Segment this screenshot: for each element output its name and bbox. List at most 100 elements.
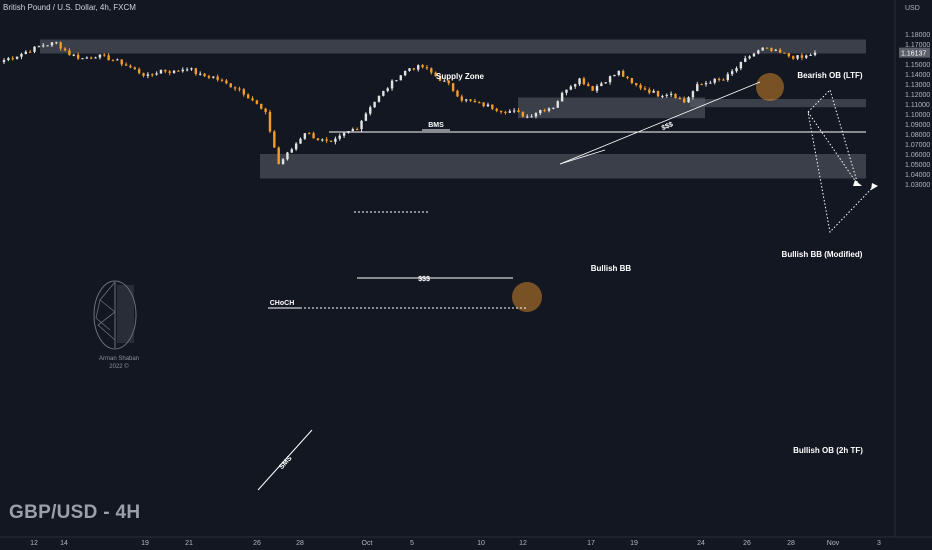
candle-body	[543, 110, 546, 112]
candle-body	[495, 108, 498, 111]
candle-body	[312, 133, 315, 139]
candle-body	[648, 89, 651, 93]
candle-body	[194, 68, 198, 75]
candle-body	[665, 94, 668, 96]
candle-body	[560, 92, 564, 102]
candle-body	[765, 47, 769, 49]
bullish-ob-2h-zone	[260, 154, 866, 179]
candle-body	[722, 79, 725, 81]
liquidity-sweep-highlight	[512, 282, 542, 312]
candle-body	[347, 131, 350, 133]
candle-body	[421, 65, 424, 68]
candle-body	[717, 78, 721, 80]
candle-body	[190, 68, 193, 70]
candle-body	[90, 57, 93, 59]
candle-body	[116, 59, 119, 61]
candle-body	[46, 45, 49, 47]
time-tick-label: 10	[477, 540, 485, 547]
candle-body	[626, 76, 629, 79]
candle-body	[621, 70, 625, 77]
candle-body	[604, 82, 607, 84]
price-tick-label: 1.13000	[905, 82, 930, 89]
candle-body	[277, 147, 280, 165]
price-tick-label: 1.14000	[905, 72, 930, 79]
candle-body	[299, 138, 302, 144]
candle-body	[42, 45, 45, 47]
candle-body	[133, 67, 137, 70]
candle-body	[364, 113, 368, 121]
candle-body	[390, 80, 394, 89]
candle-body	[329, 140, 333, 142]
candle-body	[11, 58, 14, 60]
candle-body	[704, 83, 708, 85]
candle-body	[81, 58, 84, 60]
price-tick-label: 1.03000	[905, 182, 930, 189]
candle-body	[55, 42, 58, 44]
candle-body	[399, 75, 402, 81]
time-tick-label: 3	[877, 540, 881, 547]
candle-body	[748, 56, 751, 59]
price-tick-label: 1.15000	[905, 62, 930, 69]
candle-body	[526, 116, 529, 118]
candle-body	[225, 80, 228, 84]
candle-body	[321, 139, 324, 141]
candle-body	[111, 60, 115, 62]
price-tick-label: 1.09000	[905, 122, 930, 129]
candle-body	[805, 55, 808, 58]
bearish-ob-label: Bearish OB (LTF)	[797, 71, 863, 80]
candle-body	[199, 73, 202, 75]
candle-body	[608, 76, 612, 83]
candle-body	[478, 102, 481, 104]
candle-body	[15, 56, 19, 59]
time-tick-label: 12	[519, 540, 527, 547]
supply-zone	[40, 39, 866, 54]
candle-body	[652, 90, 655, 93]
candle-body	[796, 55, 799, 59]
symbol-watermark: GBP/USD - 4H	[9, 502, 141, 523]
candle-body	[373, 101, 376, 108]
candle-body	[696, 84, 699, 92]
candle-body	[24, 51, 28, 54]
candle-body	[103, 54, 106, 56]
candle-body	[512, 110, 516, 112]
candle-body	[791, 56, 795, 59]
candle-body	[33, 46, 36, 52]
candle-body	[220, 79, 224, 81]
liquidity-label: $$$	[418, 276, 430, 283]
bullish-bb-modified-label: Bullish BB (Modified)	[782, 250, 863, 259]
candle-body	[76, 54, 80, 59]
candle-body	[151, 74, 154, 76]
candle-body	[172, 70, 176, 73]
time-tick-label: 14	[60, 540, 68, 547]
bms-label: BMS	[428, 122, 444, 129]
candle-body	[308, 133, 311, 135]
candle-body	[517, 110, 520, 112]
time-tick-label: Nov	[827, 540, 840, 547]
price-tick-label: 1.12000	[905, 92, 930, 99]
candle-body	[600, 83, 603, 87]
candle-body	[334, 138, 337, 142]
candle-body	[124, 64, 128, 66]
price-tick-label: 1.17000	[905, 42, 930, 49]
current-price-label: 1.16137	[901, 51, 926, 58]
candle-body	[255, 100, 259, 104]
candle-body	[447, 80, 450, 84]
candle-body	[342, 132, 346, 136]
candle-body	[281, 159, 285, 165]
candle-body	[273, 131, 276, 148]
candle-body	[661, 95, 664, 97]
candle-body	[260, 103, 263, 109]
candle-body	[770, 48, 773, 51]
candle-body	[377, 95, 381, 102]
candle-body	[338, 135, 341, 139]
candle-body	[482, 102, 485, 107]
candles-group	[2, 41, 817, 165]
time-tick-label: 26	[743, 540, 751, 547]
candle-body	[752, 53, 756, 57]
candle-body	[59, 42, 62, 49]
candle-body	[587, 84, 590, 87]
candle-body	[233, 87, 237, 89]
candle-body	[687, 97, 690, 103]
